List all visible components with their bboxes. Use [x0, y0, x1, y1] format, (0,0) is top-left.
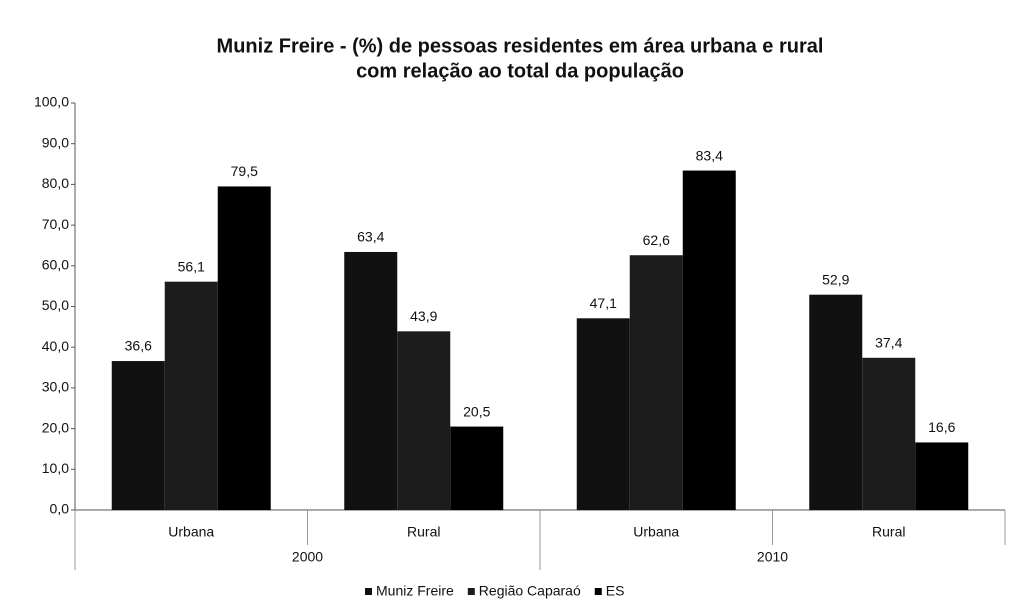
y-tick-label: 90,0: [42, 134, 69, 150]
y-tick-label: 100,0: [34, 94, 69, 110]
y-tick-label: 60,0: [42, 257, 69, 273]
group-label: 2000: [292, 549, 323, 565]
x-tick-label: Urbana: [168, 524, 214, 540]
x-tick-label: Rural: [872, 524, 905, 540]
x-tick-label: Rural: [407, 524, 440, 540]
value-label: 47,1: [590, 295, 617, 311]
value-label: 79,5: [231, 163, 258, 179]
y-tick-label: 10,0: [42, 460, 69, 476]
bar: [809, 294, 863, 510]
chart-title: com relação ao total da população: [356, 60, 684, 82]
value-label: 56,1: [178, 258, 205, 274]
legend-label: ES: [606, 583, 625, 599]
legend-swatch: [594, 588, 602, 595]
value-label: 20,5: [463, 403, 490, 419]
y-tick-label: 70,0: [42, 216, 69, 232]
bar: [629, 255, 683, 510]
bar: [164, 281, 218, 510]
value-label: 62,6: [643, 232, 670, 248]
chart-title: Muniz Freire - (%) de pessoas residentes…: [217, 35, 824, 57]
bar: [915, 442, 969, 510]
bar: [111, 361, 165, 510]
legend-swatch: [365, 588, 372, 595]
value-label: 52,9: [822, 271, 849, 287]
group-label: 2010: [757, 549, 788, 565]
bar: [576, 318, 630, 510]
y-tick-label: 30,0: [42, 379, 69, 395]
y-tick-label: 20,0: [42, 419, 69, 435]
bar: [397, 331, 451, 510]
legend-label: Região Caparaó: [479, 583, 581, 599]
y-tick-label: 50,0: [42, 297, 69, 313]
y-tick-label: 40,0: [42, 338, 69, 354]
value-label: 43,9: [410, 308, 437, 324]
value-label: 37,4: [875, 334, 902, 350]
value-label: 16,6: [928, 419, 955, 435]
value-label: 63,4: [357, 229, 384, 245]
legend-swatch: [467, 588, 475, 595]
x-tick-label: Urbana: [633, 524, 679, 540]
y-tick-label: 80,0: [42, 175, 69, 191]
value-label: 83,4: [696, 147, 723, 163]
y-tick-label: 0,0: [50, 501, 70, 517]
value-label: 36,6: [125, 338, 152, 354]
bar: [862, 357, 916, 510]
bar: [450, 426, 504, 510]
bar: [217, 186, 271, 510]
bar: [682, 170, 736, 510]
bar: [344, 251, 398, 510]
legend-label: Muniz Freire: [376, 583, 454, 599]
